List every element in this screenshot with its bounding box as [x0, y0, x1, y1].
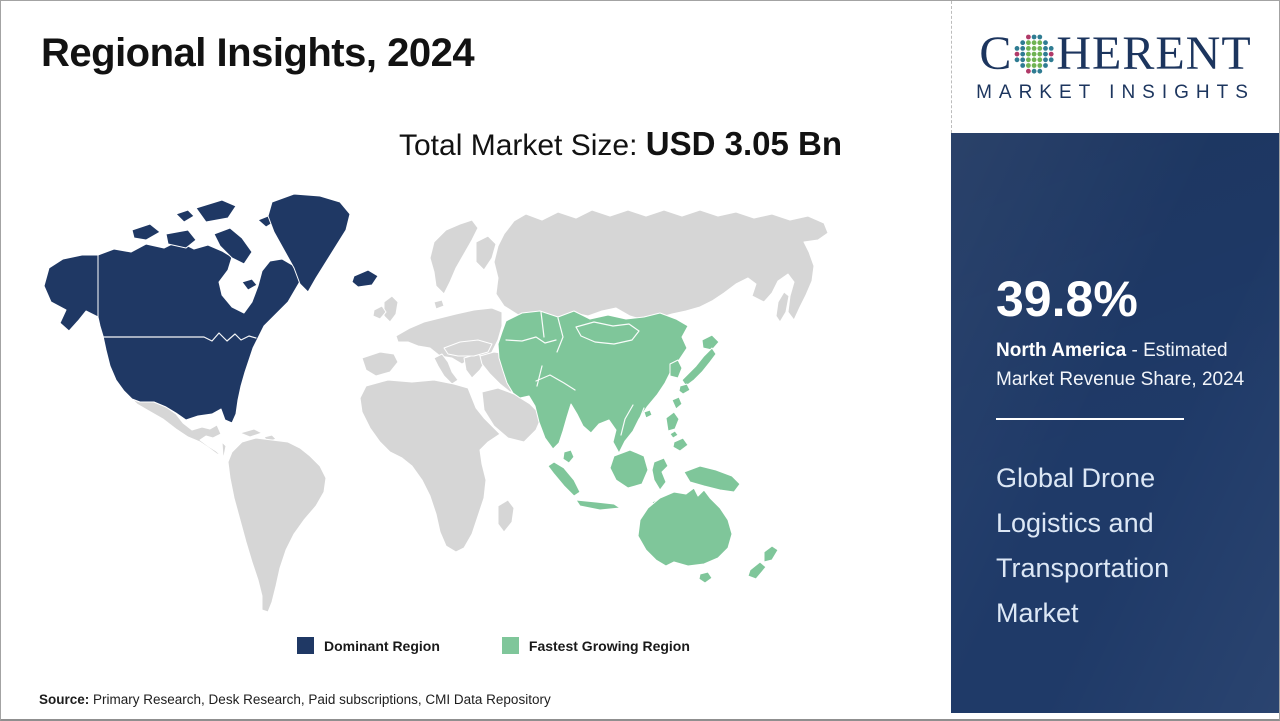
map-region-victoria-island	[165, 229, 197, 249]
map-region-africa	[359, 379, 501, 553]
map-region-philippines-visayas	[669, 430, 679, 439]
map-region-sulawesi	[651, 457, 669, 491]
map-region-sakhalin	[775, 291, 790, 323]
kazakh-east-border	[540, 311, 545, 338]
map-region-uk	[383, 295, 399, 323]
market-name: Global Drone Logistics and Transportatio…	[996, 462, 1170, 628]
legend-item-dominant: Dominant Region	[297, 637, 440, 654]
sidebar: C HERENT MARKET INSIGHTS 39.8%	[951, 1, 1279, 719]
map-region-greenland	[267, 193, 351, 293]
mongolia-border	[575, 321, 640, 345]
source-text: Primary Research, Desk Research, Paid su…	[93, 692, 551, 707]
map-region-madagascar	[497, 499, 515, 533]
map-region-australia	[637, 487, 733, 567]
map-region-southampton-island	[241, 278, 258, 291]
map-region-sumatra	[547, 461, 581, 497]
map-region-mexico-central-america	[131, 398, 227, 458]
brand-word-end: HERENT	[1056, 27, 1252, 80]
map-region-philippines-mindanao	[672, 437, 689, 452]
legend-swatch-fastest-growing	[501, 637, 519, 654]
highlight-panel: 39.8% North America - Estimated Market R…	[951, 133, 1279, 713]
pakistan-border	[536, 365, 543, 387]
map-region-cuba	[239, 428, 263, 438]
map-region-tasmania	[698, 571, 713, 584]
indochina-border-2	[637, 407, 645, 424]
page-title: Regional Insights, 2024	[41, 31, 475, 75]
india-north-border	[535, 374, 576, 391]
map-region-finland	[475, 235, 497, 271]
map-region-korea	[669, 359, 683, 379]
dot-globe-icon	[1014, 34, 1054, 74]
map-region-south-america	[227, 437, 327, 613]
central-asia-border	[505, 336, 557, 344]
map-region-ellesmere-island	[195, 199, 237, 223]
map-region-banks-island	[131, 223, 161, 241]
stat-description: North America - Estimated Market Revenue…	[996, 336, 1259, 394]
map-region-iberia	[361, 351, 399, 377]
map-region-asia-mainland	[497, 310, 689, 454]
indochina-border-1	[620, 404, 634, 436]
map-region-arctic-islet-1	[175, 209, 195, 223]
legend-swatch-dominant	[297, 637, 314, 654]
stat-rest: - Estimated Market Revenue Share, 2024	[996, 339, 1245, 390]
brand-wordmark: C HERENT	[979, 30, 1251, 78]
kazakh-china-border	[556, 317, 564, 353]
map-region-iceland	[351, 269, 379, 288]
stat-region: North America	[996, 339, 1127, 361]
total-market-size-value: USD 3.05 Bn	[645, 125, 842, 162]
map-region-borneo	[609, 449, 649, 489]
map-region-ireland	[372, 305, 387, 320]
stat-value: 39.8%	[996, 271, 1138, 327]
map-region-new-zealand-south	[747, 561, 767, 580]
map-region-sri-lanka	[562, 449, 575, 464]
map-region-russia	[493, 209, 829, 321]
map-region-java	[575, 499, 621, 511]
map-region-new-guinea	[683, 465, 741, 493]
brand-logo: C HERENT MARKET INSIGHTS	[951, 1, 1279, 133]
map-region-new-zealand-north	[763, 545, 779, 563]
brand-subtitle: MARKET INSIGHTS	[976, 82, 1255, 103]
source-note: Source: Primary Research, Desk Research,…	[39, 692, 551, 707]
map-region-italy	[433, 353, 459, 385]
brand-word-start: C	[979, 27, 1013, 80]
world-map	[36, 189, 831, 621]
map-region-arabia	[481, 387, 543, 443]
us-canada-border	[99, 332, 257, 342]
map-region-philippines-luzon	[665, 411, 680, 432]
map-region-denmark	[433, 299, 445, 310]
map-region-japan-kyushu	[678, 383, 691, 395]
map-region-japan-hokkaido	[701, 334, 720, 351]
map-region-turkey	[443, 339, 493, 357]
legend-label-fastest-growing: Fastest Growing Region	[528, 637, 690, 654]
map-region-japan-honshu	[681, 347, 717, 387]
legend-label-dominant: Dominant Region	[324, 637, 440, 654]
legend-item-fastest-growing: Fastest Growing Region	[501, 637, 690, 654]
map-region-baffin-island	[213, 227, 253, 265]
map-region-taiwan	[671, 396, 683, 410]
source-label: Source:	[39, 692, 90, 707]
total-market-size-label: Total Market Size:	[399, 129, 646, 162]
map-region-hainan	[643, 409, 653, 419]
map-region-scandinavia	[429, 219, 479, 295]
map-legend: Dominant Region Fastest Growing Region	[297, 637, 690, 654]
map-region-alaska	[43, 254, 99, 332]
total-market-size: Total Market Size: USD 3.05 Bn	[399, 125, 842, 163]
map-region-canada-usa	[97, 240, 303, 424]
divider	[996, 417, 1184, 420]
